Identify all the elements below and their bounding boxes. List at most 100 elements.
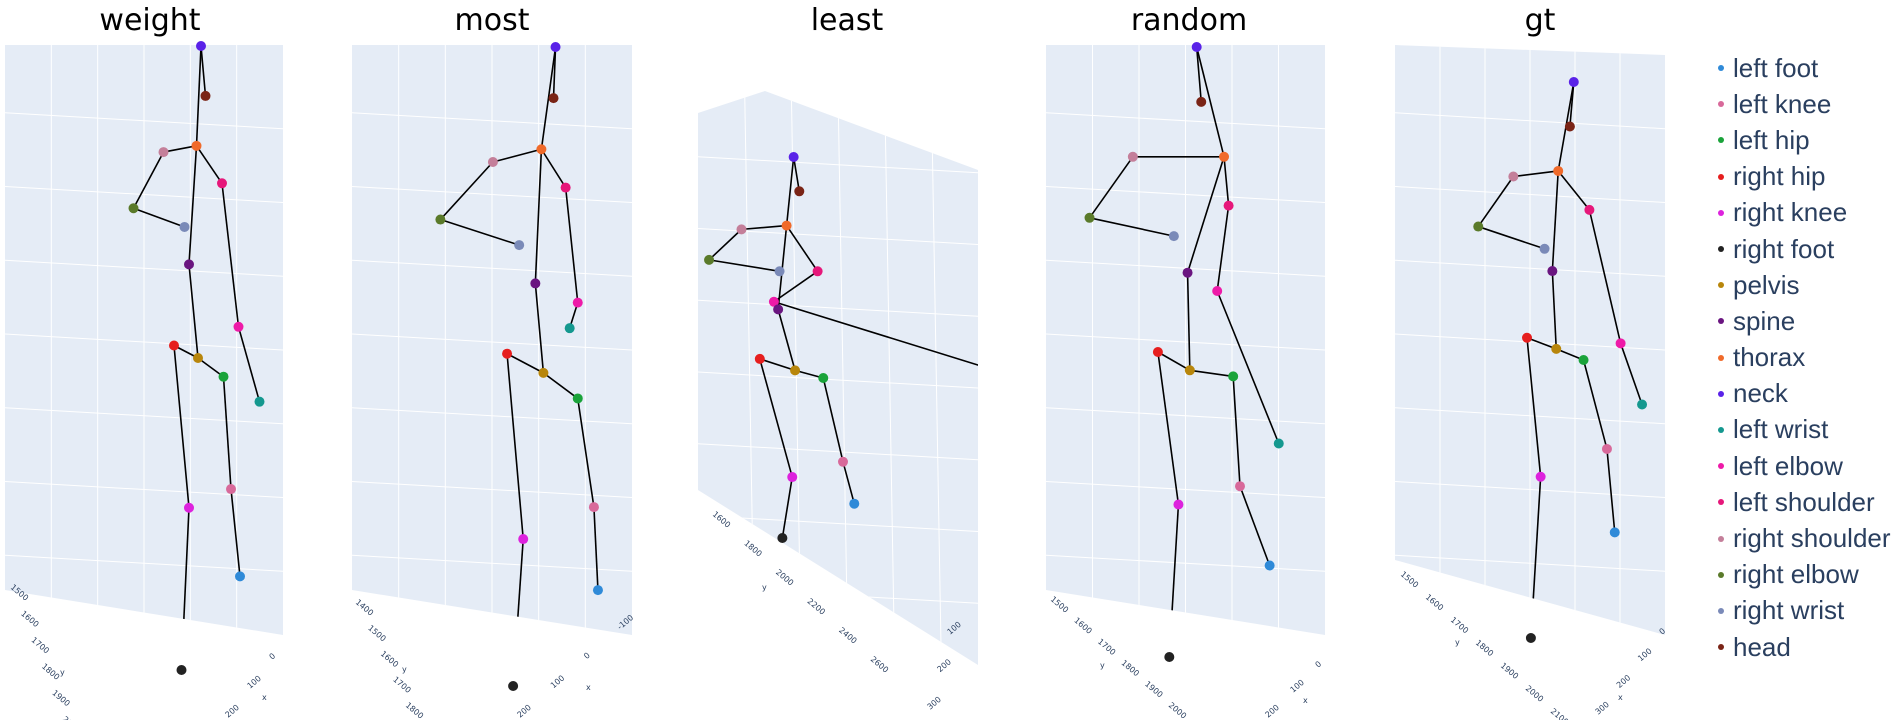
keypoint-head bbox=[1564, 121, 1575, 132]
x-tick-label: 200 bbox=[224, 703, 241, 720]
keypoint-head bbox=[794, 186, 805, 197]
legend-marker bbox=[1718, 644, 1724, 651]
bone-left-knee-left-foot bbox=[1606, 448, 1616, 533]
gridline-horizontal bbox=[5, 259, 283, 277]
bone-left-knee-left-foot bbox=[1239, 485, 1271, 566]
legend-item-left-elbow[interactable]: left elbow bbox=[1718, 448, 1891, 484]
legend-label: right elbow bbox=[1733, 559, 1859, 590]
x-tick-label: 0 bbox=[1658, 626, 1668, 636]
legend-label: right hip bbox=[1733, 161, 1826, 192]
axis-label-y: y bbox=[60, 668, 65, 677]
bone-right-shoulder-right-elbow bbox=[439, 161, 494, 221]
legend-item-left-foot[interactable]: left foot bbox=[1718, 50, 1891, 86]
x-tick-label: 200 bbox=[936, 657, 953, 674]
gridlines bbox=[352, 45, 632, 635]
legend-marker bbox=[1718, 101, 1724, 108]
legend-item-right-shoulder[interactable]: right shoulder bbox=[1718, 520, 1891, 556]
keypoint-left-elbow bbox=[233, 321, 244, 332]
gridline-horizontal bbox=[1395, 407, 1665, 425]
legend-item-right-hip[interactable]: right hip bbox=[1718, 159, 1891, 195]
keypoint-left-shoulder bbox=[217, 178, 227, 189]
bone-left-hip-left-knee bbox=[1582, 359, 1608, 450]
y-tick-label: 1900 bbox=[50, 688, 71, 708]
legend-item-left-wrist[interactable]: left wrist bbox=[1718, 412, 1891, 448]
keypoint-left-foot bbox=[235, 571, 245, 582]
legend-item-left-knee[interactable]: left knee bbox=[1718, 86, 1891, 122]
legend-item-pelvis[interactable]: pelvis bbox=[1718, 267, 1891, 303]
legend-item-right-wrist[interactable]: right wrist bbox=[1718, 593, 1891, 629]
panel-title: weight bbox=[99, 3, 200, 38]
gridline-horizontal bbox=[1395, 186, 1665, 203]
legend: left foot left knee left hip right hip right… bbox=[1718, 50, 1891, 665]
gridline-horizontal bbox=[352, 259, 632, 277]
keypoint-right-hip bbox=[169, 340, 179, 351]
y-tick-label: 1500 bbox=[1399, 570, 1420, 590]
bone-thorax-left-shoulder bbox=[1223, 156, 1230, 206]
keypoint-thorax bbox=[536, 144, 547, 155]
bone-left-knee-left-foot bbox=[842, 461, 856, 504]
bone-neck-thorax bbox=[1195, 46, 1225, 157]
legend-marker bbox=[1718, 499, 1724, 506]
panel-title: gt bbox=[1525, 3, 1556, 38]
keypoint-neck bbox=[196, 41, 206, 51]
keypoint-right-elbow bbox=[1084, 212, 1095, 223]
legend-label: spine bbox=[1733, 305, 1796, 336]
axis-label-x: x bbox=[586, 683, 591, 692]
keypoint-left-wrist bbox=[564, 323, 575, 334]
legend-item-thorax[interactable]: thorax bbox=[1718, 340, 1891, 376]
legend-marker bbox=[1718, 607, 1724, 614]
keypoint-right-knee bbox=[1173, 499, 1184, 510]
keypoint-left-foot bbox=[1264, 560, 1275, 571]
keypoint-right-wrist bbox=[1539, 243, 1550, 254]
bone-spine-pelvis bbox=[1551, 270, 1558, 349]
gridline-horizontal bbox=[1395, 481, 1665, 498]
keypoint-left-knee bbox=[588, 502, 599, 513]
bone-left-knee-left-foot bbox=[593, 507, 599, 591]
keypoint-left-wrist bbox=[1273, 438, 1284, 449]
gridline-horizontal bbox=[698, 371, 978, 389]
bone-right-hip-right-knee bbox=[173, 345, 190, 508]
keypoint-left-hip bbox=[818, 372, 829, 383]
bone-right-shoulder-right-elbow bbox=[708, 228, 743, 261]
gridline-horizontal bbox=[1395, 259, 1665, 277]
legend-item-neck[interactable]: neck bbox=[1718, 376, 1891, 412]
y-tick-label: 1700 bbox=[1096, 637, 1117, 657]
y-tick-label: 2200 bbox=[806, 597, 827, 617]
legend-item-head[interactable]: head bbox=[1718, 629, 1891, 665]
legend-marker bbox=[1718, 209, 1724, 216]
keypoint-head bbox=[200, 90, 211, 101]
legend-item-spine[interactable]: spine bbox=[1718, 303, 1891, 339]
bone-thorax-spine bbox=[188, 145, 198, 265]
bone-neck-thorax bbox=[195, 45, 202, 146]
gridline-horizontal bbox=[1046, 481, 1325, 498]
bone-left-shoulder-left-elbow bbox=[1588, 209, 1622, 344]
keypoint-left-shoulder bbox=[560, 182, 571, 193]
keypoint-right-wrist bbox=[514, 240, 525, 251]
legend-item-right-elbow[interactable]: right elbow bbox=[1718, 557, 1891, 593]
bone-thorax-left-shoulder bbox=[195, 145, 223, 184]
y-tick-label: 2000 bbox=[1167, 701, 1188, 720]
legend-item-right-foot[interactable]: right foot bbox=[1718, 231, 1891, 267]
keypoint-thorax bbox=[781, 220, 792, 231]
legend-marker bbox=[1718, 318, 1724, 325]
gridline-horizontal bbox=[352, 481, 632, 498]
keypoint-thorax bbox=[1553, 165, 1564, 176]
legend-item-right-knee[interactable]: right knee bbox=[1718, 195, 1891, 231]
gridline-horizontal bbox=[352, 112, 632, 130]
legend-item-left-shoulder[interactable]: left shoulder bbox=[1718, 484, 1891, 520]
gridline-horizontal bbox=[1395, 112, 1665, 130]
keypoint-neck bbox=[1568, 77, 1579, 87]
bones bbox=[1088, 46, 1280, 635]
y-tick-label: 2100 bbox=[1549, 707, 1570, 720]
keypoints bbox=[704, 152, 860, 543]
gridline-horizontal bbox=[5, 186, 283, 203]
bone-pelvis-right-hip bbox=[759, 358, 796, 372]
keypoint-right-shoulder bbox=[487, 157, 498, 168]
keypoint-left-hip bbox=[572, 393, 583, 404]
y-tick-label: 1900 bbox=[1143, 679, 1164, 699]
legend-item-left-hip[interactable]: left hip bbox=[1718, 122, 1891, 158]
gridline-horizontal bbox=[698, 443, 978, 461]
bones bbox=[708, 156, 978, 539]
keypoint-pelvis bbox=[790, 365, 801, 376]
